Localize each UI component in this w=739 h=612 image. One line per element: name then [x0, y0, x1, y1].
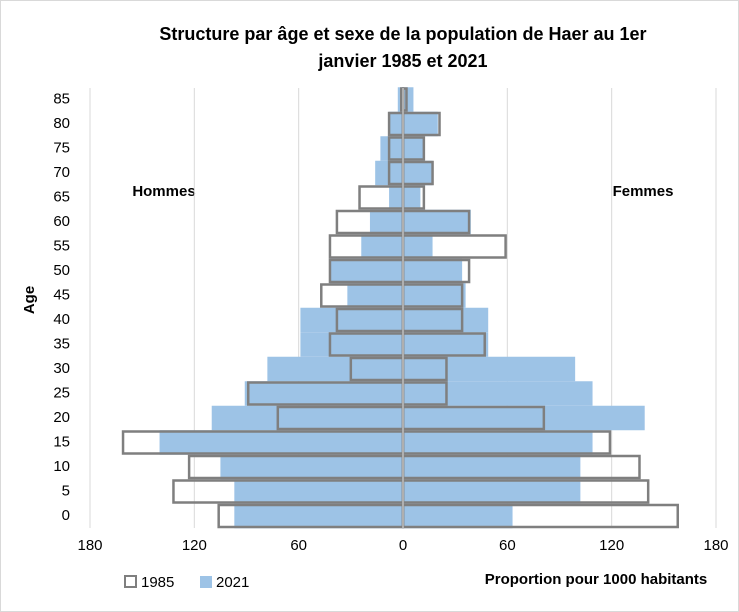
y-tick-label: 85	[53, 90, 70, 107]
y-tick-label: 20	[53, 409, 70, 426]
annotation: Femmes	[613, 183, 674, 200]
y-tick-label: 25	[53, 384, 70, 401]
x-tick-label: 120	[182, 537, 207, 554]
bar	[403, 87, 414, 112]
y-tick-label: 75	[53, 139, 70, 156]
bar	[329, 258, 403, 284]
y-tick-label: 60	[53, 213, 70, 230]
bar	[403, 111, 438, 137]
legend-swatch	[200, 576, 212, 588]
bar	[403, 405, 645, 431]
x-tick-label: 180	[703, 537, 728, 554]
bar	[403, 283, 466, 308]
y-tick-label: 50	[53, 262, 70, 279]
legend-swatch	[124, 575, 137, 588]
bar	[267, 356, 403, 382]
x-tick-label: 0	[399, 537, 407, 554]
y-tick-label: 80	[53, 115, 70, 132]
bar	[389, 111, 403, 137]
bar	[369, 209, 403, 235]
bar	[159, 430, 403, 455]
bar	[380, 136, 403, 161]
bar	[347, 283, 403, 308]
bar	[403, 479, 581, 504]
y-tick-label: 55	[53, 237, 70, 254]
bar	[403, 209, 471, 235]
y-tick-label: 5	[62, 482, 70, 499]
bar	[403, 356, 576, 382]
x-tick-label: 180	[77, 537, 102, 554]
y-tick-label: 0	[62, 507, 70, 524]
x-tick-label: 60	[499, 537, 516, 554]
annotation: Hommes	[132, 183, 195, 200]
x-tick-label: 60	[290, 537, 307, 554]
y-tick-label: 35	[53, 335, 70, 352]
bar	[244, 381, 403, 406]
bar	[361, 234, 403, 259]
y-tick-label: 40	[53, 311, 70, 328]
y-tick-label: 10	[53, 458, 70, 475]
bar	[403, 258, 463, 284]
y-tick-label: 45	[53, 286, 70, 303]
bar	[403, 160, 433, 186]
legend-label: 2021	[216, 574, 249, 591]
bar	[403, 307, 489, 333]
y-tick-label: 65	[53, 188, 70, 205]
bar	[403, 136, 424, 161]
y-tick-label: 70	[53, 164, 70, 181]
bar	[220, 454, 403, 480]
bar	[403, 430, 593, 455]
bar	[211, 405, 403, 431]
bar	[403, 454, 581, 480]
x-tick-label: 120	[599, 537, 624, 554]
bar	[234, 503, 403, 529]
chart-title: janvier 1985 et 2021	[317, 51, 487, 71]
bar	[403, 381, 593, 406]
bar	[300, 332, 403, 357]
bar	[389, 185, 403, 210]
bar	[403, 332, 489, 357]
legend-label: 1985	[141, 574, 174, 591]
bar	[403, 234, 433, 259]
bar	[403, 185, 421, 210]
bar	[234, 479, 403, 504]
y-tick-label: 15	[53, 433, 70, 450]
bar	[403, 503, 513, 529]
y-tick-label: 30	[53, 360, 70, 377]
x-axis-title: Proportion pour 1000 habitants	[485, 571, 708, 588]
bar	[300, 307, 403, 333]
chart-title: Structure par âge et sexe de la populati…	[159, 24, 646, 44]
y-axis-title: Age	[21, 286, 38, 314]
